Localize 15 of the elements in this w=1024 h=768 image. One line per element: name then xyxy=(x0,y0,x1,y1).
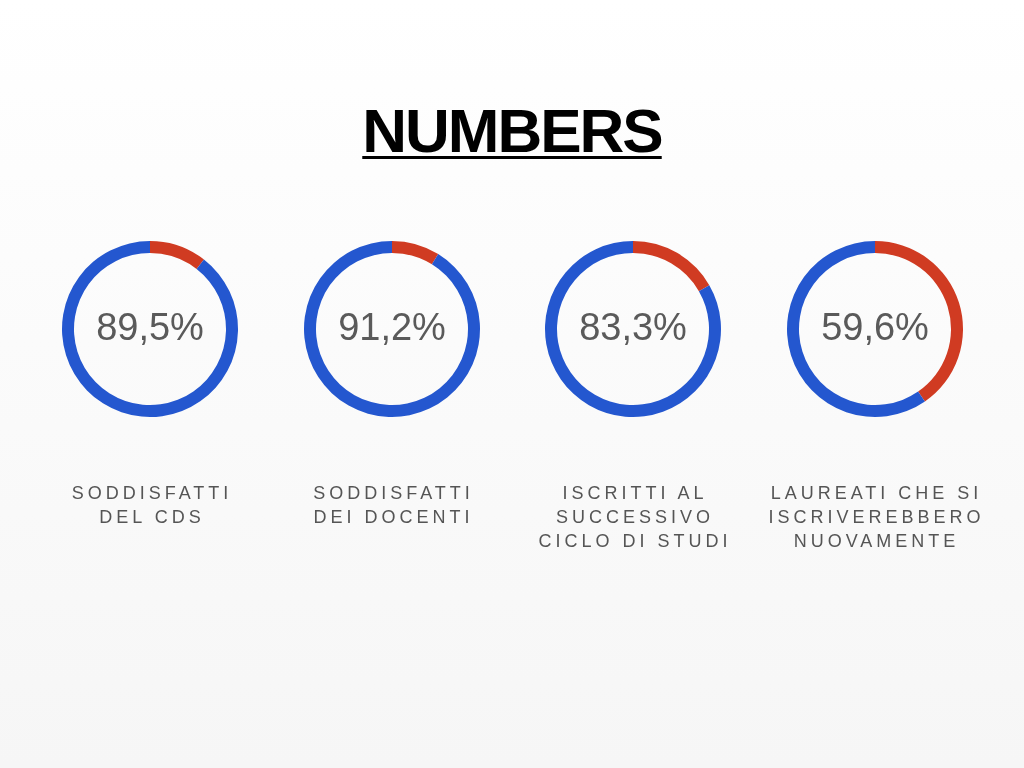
text: SODDISFATTI DEI DOCENTI xyxy=(312,482,475,529)
donut-slice xyxy=(391,241,438,265)
data-label: 59,6% xyxy=(820,306,929,348)
donut-slice xyxy=(545,241,721,417)
text: SODDISFATTI DEL CDS xyxy=(70,482,234,529)
text: ISCRITTI AL SUCCESSIVO CICLO DI STUDI xyxy=(537,482,733,553)
text: LAUREATI CHE SI ISCRIVEREBBERO NUOVAMENTE xyxy=(767,482,986,553)
donut-slice xyxy=(633,241,710,292)
donut-slice xyxy=(62,241,238,417)
donut-slice xyxy=(303,241,480,417)
data-label: 89,5% xyxy=(96,306,204,348)
text: NUMBERS xyxy=(362,96,662,165)
data-label: 91,2% xyxy=(337,306,446,348)
donut-slice xyxy=(150,241,204,269)
data-label: 83,3% xyxy=(579,306,687,348)
